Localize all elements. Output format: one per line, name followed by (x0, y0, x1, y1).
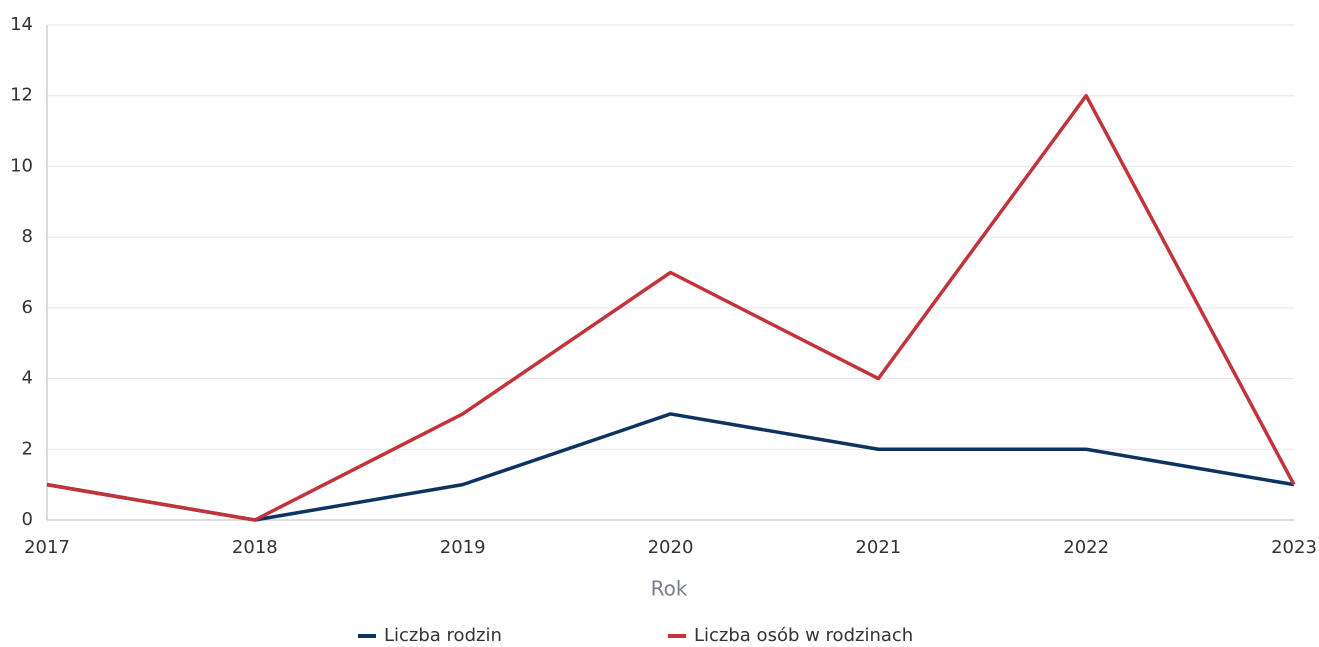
x-tick-label: 2020 (648, 537, 694, 558)
y-tick-label: 10 (10, 155, 33, 176)
x-tick-label: 2019 (440, 537, 486, 558)
y-tick-label: 6 (22, 297, 33, 318)
y-tick-label: 4 (22, 368, 33, 389)
legend-label: Liczba rodzin (384, 625, 502, 646)
y-tick-label: 2 (22, 438, 33, 459)
y-tick-label: 0 (22, 509, 33, 530)
x-axis-title: Rok (651, 577, 688, 601)
y-tick-label: 8 (22, 226, 33, 247)
x-tick-label: 2021 (855, 537, 901, 558)
legend-label: Liczba osób w rodzinach (694, 625, 913, 646)
series-line (46, 93, 1296, 522)
x-tick-label: 2023 (1271, 537, 1317, 558)
y-tick-label: 14 (10, 14, 33, 35)
x-tick-label: 2018 (232, 537, 278, 558)
y-tick-label: 12 (10, 85, 33, 106)
x-tick-label: 2022 (1063, 537, 1109, 558)
series-line (46, 412, 1295, 522)
x-tick-label: 2017 (24, 537, 70, 558)
